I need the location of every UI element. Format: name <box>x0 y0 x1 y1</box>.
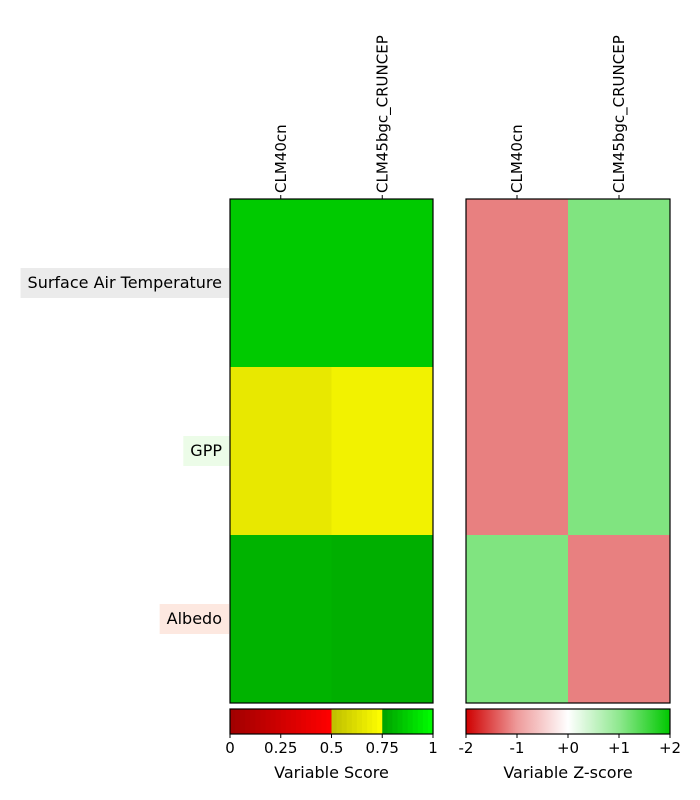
heatmap-cell <box>331 199 434 368</box>
heatmap-cell <box>466 535 569 704</box>
zscore-heatmap-panel: CLM40cn CLM45bgc_CRUNCEP -2 -1 +0 +1 +2 Variabl… <box>459 35 682 782</box>
colorbar-segment <box>361 709 368 734</box>
heatmap-frame <box>465 198 671 704</box>
colorbar-segment <box>275 709 282 734</box>
colorbar-segment <box>260 709 267 734</box>
column-label: CLM40cn <box>272 124 290 193</box>
colorbar-segment <box>407 709 414 734</box>
heatmap-cell <box>568 535 671 704</box>
colorbar-segment <box>270 709 277 734</box>
colorbar-tick-label: +0 <box>557 739 579 757</box>
colorbar-segment <box>295 709 302 734</box>
colorbar-segment <box>341 709 348 734</box>
colorbar-segment <box>230 709 236 734</box>
colorbar-segment <box>331 709 338 734</box>
colorbar-segment <box>326 709 333 734</box>
colorbar-segment <box>397 709 404 734</box>
colorbar-segment <box>240 709 246 734</box>
colorbar-segment <box>367 709 373 734</box>
colorbar-segment <box>285 709 292 734</box>
colorbar-segment <box>265 709 272 734</box>
colorbar-segment <box>235 709 241 734</box>
colorbar-tick-label: +1 <box>608 739 630 757</box>
colorbar-label: Variable Score <box>274 763 389 782</box>
colorbar-segment <box>245 709 251 734</box>
colorbar-segment <box>306 709 312 734</box>
row-label-background <box>20 268 229 298</box>
colorbar-tick-label: 0.75 <box>366 739 399 757</box>
heatmap-cell <box>466 199 569 368</box>
colorbar-segment <box>346 709 353 734</box>
colorbar-segment <box>377 709 383 734</box>
colorbar-segment <box>372 709 378 734</box>
colorbar-segment <box>311 709 317 734</box>
colorbar-segment <box>290 709 297 734</box>
colorbar-tick-label: 0 <box>225 739 235 757</box>
heatmap-cell <box>230 367 332 536</box>
colorbar-segment <box>422 709 429 734</box>
row-label: GPP <box>190 441 222 460</box>
colorbar-segment <box>316 709 322 734</box>
colorbar-tick-label: -1 <box>510 739 525 757</box>
heatmap-cell <box>466 367 569 536</box>
colorbar-segment <box>321 709 328 734</box>
colorbar-label: Variable Z-score <box>503 763 632 782</box>
colorbar-segment <box>412 709 419 734</box>
colorbar-gradient <box>466 709 670 734</box>
column-label: CLM40cn <box>508 124 526 193</box>
colorbar-tick-label: +2 <box>659 739 681 757</box>
heatmap-cell <box>230 199 332 368</box>
colorbar-segment <box>356 709 363 734</box>
colorbar-segment <box>417 709 424 734</box>
heatmap-cell <box>568 199 671 368</box>
heatmap-cell <box>230 535 332 704</box>
heatmap-frame <box>229 198 434 704</box>
score-heatmap-panel: CLM40cn CLM45bgc_CRUNCEP 0 0.25 0.5 0.75 1 Vari… <box>225 35 438 782</box>
column-label: CLM45bgc_CRUNCEP <box>373 35 392 193</box>
heatmap-cell <box>331 367 434 536</box>
row-label-background <box>183 436 230 466</box>
row-label: Surface Air Temperature <box>28 273 222 292</box>
colorbar-segment <box>392 709 399 734</box>
row-label: Albedo <box>167 609 222 628</box>
colorbar-segment <box>387 709 393 734</box>
row-label-background <box>159 604 229 634</box>
colorbar-segment <box>336 709 343 734</box>
row-labels: Surface Air Temperature GPP Albedo <box>20 268 230 634</box>
column-label: CLM45bgc_CRUNCEP <box>610 35 629 193</box>
heatmap-cell <box>331 535 434 704</box>
heatmap-cell <box>568 367 671 536</box>
colorbar-segment <box>280 709 287 734</box>
colorbar-tick-label: 0.25 <box>264 739 297 757</box>
colorbar-segment <box>351 709 358 734</box>
colorbar-tick-label: 0.5 <box>320 739 344 757</box>
colorbar-segment <box>382 709 388 734</box>
colorbar-segment <box>250 709 256 734</box>
colorbar-segment <box>402 709 409 734</box>
colorbar-segment <box>255 709 262 734</box>
colorbar-tick-label: -2 <box>459 739 474 757</box>
colorbar-segment <box>427 709 434 734</box>
colorbar-segment <box>301 709 307 734</box>
colorbar-tick-label: 1 <box>428 739 438 757</box>
